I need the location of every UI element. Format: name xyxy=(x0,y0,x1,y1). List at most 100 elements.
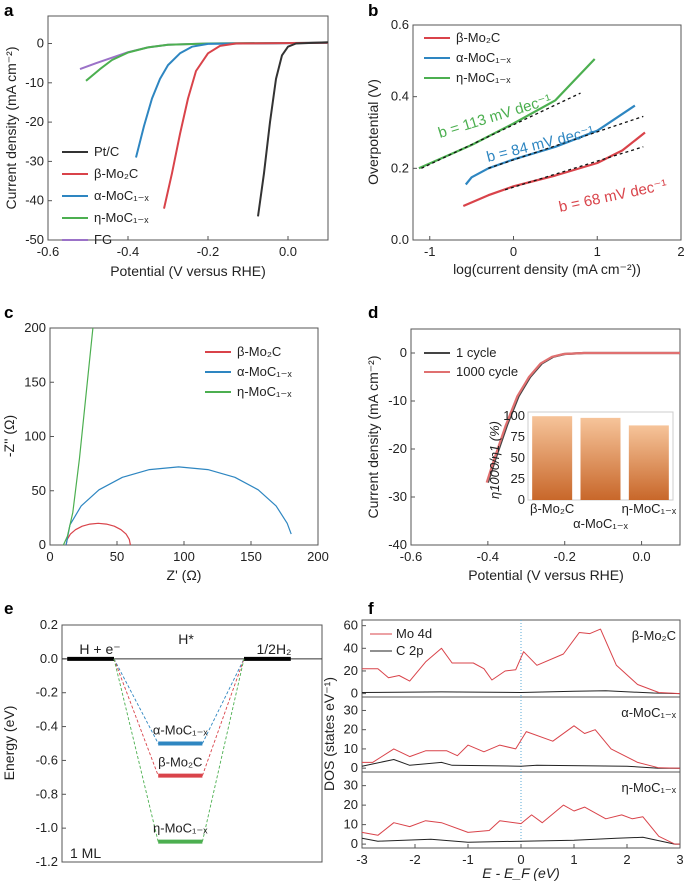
c-xtick-label: 50 xyxy=(110,549,124,564)
c-xtick-label: 100 xyxy=(173,549,195,564)
a-ytick-label: -40 xyxy=(25,193,44,208)
d-ytick-label: -10 xyxy=(388,393,407,408)
d-inset-ylabel: η1000/η1 (%) xyxy=(487,421,502,499)
f-3-ytick-label: 10 xyxy=(344,817,358,832)
f-xtick-label: -3 xyxy=(356,852,368,867)
b-plot-frame xyxy=(412,24,682,241)
f-1-series-c2p xyxy=(361,690,681,695)
e-ytick-label: 0.2 xyxy=(40,617,58,632)
a-ylabel: Current density (mA cm⁻²) xyxy=(3,47,19,210)
c-xtick-label: 0 xyxy=(46,549,53,564)
b-legend-label: β-Mo₂C xyxy=(456,30,500,45)
e-ytick-label: -0.6 xyxy=(36,752,58,767)
f-xtick-label: 1 xyxy=(570,852,577,867)
a-legend-label: FG xyxy=(94,232,112,247)
b-series-beta xyxy=(462,131,646,208)
d-inset-category-label: α-MoC₁₋ₓ xyxy=(573,516,629,531)
a-legend-label: η-MoC₁₋ₓ xyxy=(94,210,149,225)
e-ytick-label: 0.0 xyxy=(40,651,58,666)
f-1-ytick-label: 0 xyxy=(351,686,358,701)
panel-label-c: c xyxy=(4,303,13,322)
e-ylabel: Energy (eV) xyxy=(1,706,17,781)
b-legend-label: α-MoC₁₋ₓ xyxy=(456,50,512,65)
f-legend-label: C 2p xyxy=(396,643,423,658)
d-ytick-label: -40 xyxy=(388,537,407,552)
b-ylabel: Overpotential (V) xyxy=(365,79,381,185)
c-ytick-label: 100 xyxy=(24,429,46,444)
a-ytick-label: -10 xyxy=(25,75,44,90)
f-2-subplot-label: α-MoC₁₋ₓ xyxy=(621,705,677,720)
b-slope-annotation-beta: b = 68 mV dec⁻¹ xyxy=(557,176,668,216)
b-xtick-label: 2 xyxy=(677,244,684,259)
d-xtick-label: -0.4 xyxy=(477,549,499,564)
b-fit-beta xyxy=(504,146,644,191)
a-legend-label: Pt/C xyxy=(94,144,119,159)
d-ytick-label: -30 xyxy=(388,489,407,504)
d-ylabel: Current density (mA cm⁻²) xyxy=(365,356,381,519)
e-dash-connector xyxy=(113,658,159,744)
panel-label-d: d xyxy=(368,303,378,322)
d-inset-bar xyxy=(532,416,573,500)
d-inset-ytick-label: 100 xyxy=(503,408,525,423)
panel-label-f: f xyxy=(368,599,374,618)
d-inset-bar xyxy=(580,417,621,500)
f-1-ytick-label: 40 xyxy=(344,640,358,655)
b-xlabel: log(current density (mA cm⁻²)) xyxy=(453,261,641,277)
b-legend-label: η-MoC₁₋ₓ xyxy=(456,70,511,85)
c-legend-label: β-Mo₂C xyxy=(237,344,281,359)
panel-label-e: e xyxy=(4,599,13,618)
f-1-ytick-label: 20 xyxy=(344,663,358,678)
a-xtick-label: -0.2 xyxy=(197,244,219,259)
e-state-initial: H + e⁻ xyxy=(79,641,120,657)
c-legend-label: η-MoC₁₋ₓ xyxy=(237,384,292,399)
e-dash-connector xyxy=(201,658,245,776)
d-inset-category-label: η-MoC₁₋ₓ xyxy=(622,501,677,516)
f-xtick-label: 0 xyxy=(517,852,524,867)
f-1-subplot-label: β-Mo₂C xyxy=(632,628,676,643)
a-ytick-label: -20 xyxy=(25,114,44,129)
e-dash-connector xyxy=(201,658,245,744)
a-legend-label: α-MoC₁₋ₓ xyxy=(94,188,150,203)
a-series-beta xyxy=(163,41,329,209)
a-ytick-label: -50 xyxy=(25,232,44,247)
a-series-fg xyxy=(79,41,329,71)
f-xtick-label: -1 xyxy=(462,852,474,867)
b-xtick-label: -1 xyxy=(424,244,436,259)
f-3-ytick-label: 30 xyxy=(344,778,358,793)
e-level-label: η-MoC₁₋ₓ xyxy=(153,821,208,836)
d-plot-frame xyxy=(410,328,681,546)
f-2-series-c2p xyxy=(361,759,680,769)
a-ytick-label: 0 xyxy=(37,36,44,51)
c-xlabel: Z' (Ω) xyxy=(167,567,202,583)
e-ytick-label: -0.2 xyxy=(36,685,58,700)
a-legend-label: β-Mo₂C xyxy=(94,166,138,181)
f-1-ytick-label: 60 xyxy=(344,618,358,633)
d-xtick-label: -0.2 xyxy=(554,549,576,564)
f-2-ytick-label: 20 xyxy=(344,722,358,737)
c-ytick-label: 200 xyxy=(24,320,46,335)
c-ylabel: -Z'' (Ω) xyxy=(1,415,17,457)
d-inset-category-label: β-Mo₂C xyxy=(530,501,574,516)
b-xtick-label: 0 xyxy=(510,244,517,259)
f-3-series-mo4d xyxy=(361,804,680,845)
c-legend-label: α-MoC₁₋ₓ xyxy=(237,364,293,379)
f-xtick-label: 3 xyxy=(676,852,683,867)
b-ytick-label: 0.4 xyxy=(391,89,409,104)
f-2-series-mo4d xyxy=(362,725,681,769)
e-level-label: β-Mo₂C xyxy=(158,755,202,770)
c-xtick-label: 150 xyxy=(240,549,262,564)
e-ytick-label: -0.8 xyxy=(36,786,58,801)
f-legend-label: Mo 4d xyxy=(396,626,432,641)
d-inset-bar xyxy=(628,425,669,500)
f-2-ytick-label: 10 xyxy=(344,741,358,756)
b-ytick-label: 0.6 xyxy=(391,17,409,32)
d-series-cycle1000 xyxy=(485,351,680,483)
d-xtick-label: -0.6 xyxy=(400,549,422,564)
f-3-subplot-label: η-MoC₁₋ₓ xyxy=(621,780,676,795)
c-ytick-label: 50 xyxy=(32,483,46,498)
a-xtick-label: -0.4 xyxy=(117,244,139,259)
b-fit-eta xyxy=(421,92,581,169)
b-xtick-label: 1 xyxy=(594,244,601,259)
f-xtick-label: -2 xyxy=(409,852,421,867)
